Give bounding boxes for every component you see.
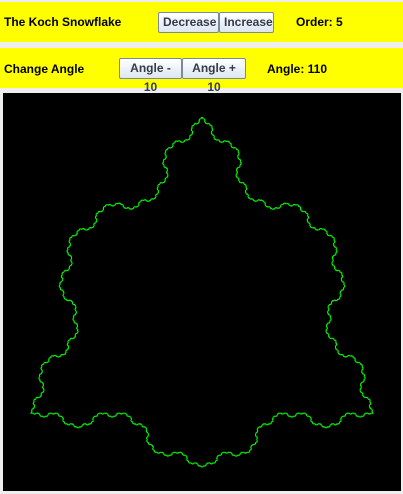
decrease-button[interactable]: Decrease: [158, 12, 219, 33]
angle-plus-button[interactable]: Angle + 10: [182, 58, 246, 94]
koch-snowflake-drawing: [30, 116, 374, 468]
angle-minus-button[interactable]: Angle - 10: [119, 58, 182, 94]
control-panel-order: The Koch Snowflake Decrease Increase Ord…: [0, 2, 403, 42]
order-value: Order: 5: [296, 15, 343, 29]
increase-button[interactable]: Increase: [219, 12, 274, 33]
control-panel-angle: Change Angle Angle - 10 Angle + 10 Angle…: [0, 48, 403, 94]
app-title: The Koch Snowflake: [4, 15, 122, 29]
change-angle-label: Change Angle: [4, 62, 85, 76]
fractal-canvas: [3, 93, 401, 491]
koch-curve: [30, 116, 374, 468]
angle-value: Angle: 110: [267, 62, 328, 76]
